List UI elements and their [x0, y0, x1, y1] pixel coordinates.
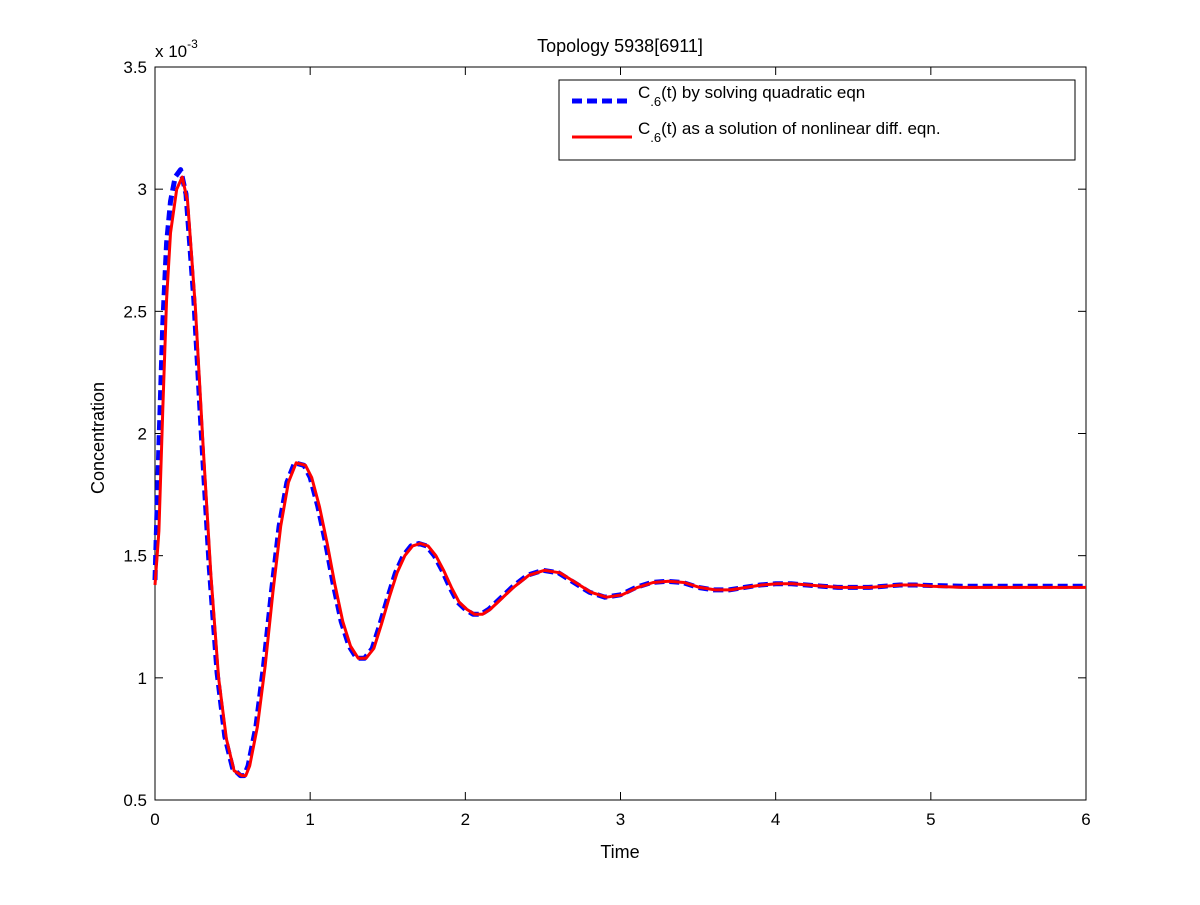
y-tick-label: 1 [138, 669, 147, 688]
x-tick-label: 4 [771, 810, 780, 829]
y-exponent-base: x 10 [155, 42, 187, 61]
y-tick-label: 1.5 [123, 547, 147, 566]
x-tick-label: 1 [305, 810, 314, 829]
legend: C.6(t) by solving quadratic eqn C.6(t) a… [558, 79, 1076, 161]
legend-quadratic-sub: .6 [650, 94, 661, 109]
legend-nonlinear-rest: (t) as a solution of nonlinear diff. eqn… [661, 119, 940, 138]
legend-box [558, 79, 1076, 161]
y-axis-exponent: x 10-3 [155, 37, 198, 61]
axis-ticks: 0 1 2 3 4 5 6 0.5 1 1.5 2 2.5 3 3.5 [123, 58, 1090, 829]
y-tick-label: 3 [138, 180, 147, 199]
legend-quadratic-rest: (t) by solving quadratic eqn [661, 83, 865, 102]
y-axis-label: Concentration [88, 382, 108, 494]
legend-nonlinear-sub: .6 [650, 130, 661, 145]
y-exponent-power: -3 [187, 37, 198, 51]
series-line-nonlinear [153, 175, 1086, 778]
series-layer [152, 167, 1086, 779]
y-tick-label: 2.5 [123, 302, 147, 321]
x-tick-label: 0 [150, 810, 159, 829]
x-axis-label: Time [600, 842, 639, 862]
legend-quadratic-main: C [638, 83, 650, 102]
y-tick-label: 3.5 [123, 58, 147, 77]
plot-area [154, 66, 1087, 801]
legend-nonlinear-main: C [638, 119, 650, 138]
y-tick-label: 0.5 [123, 791, 147, 810]
x-tick-label: 2 [461, 810, 470, 829]
x-tick-label: 5 [926, 810, 935, 829]
x-tick-label: 6 [1081, 810, 1090, 829]
chart-title: Topology 5938[6911] [537, 36, 703, 56]
y-tick-label: 2 [138, 425, 147, 444]
x-tick-label: 3 [616, 810, 625, 829]
legend-entry-nonlinear: C.6(t) as a solution of nonlinear diff. … [638, 119, 941, 145]
legend-entry-quadratic: C.6(t) by solving quadratic eqn [638, 83, 865, 109]
